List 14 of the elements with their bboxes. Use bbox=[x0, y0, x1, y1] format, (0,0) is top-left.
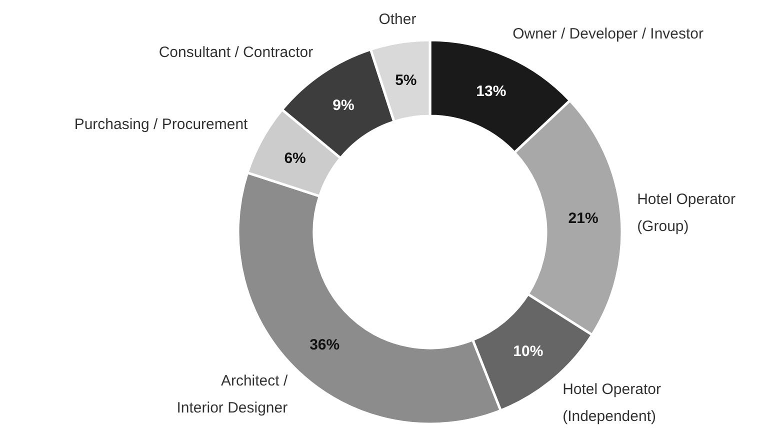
data-label: 13% bbox=[476, 82, 506, 100]
slice-label: Other bbox=[378, 10, 416, 28]
slice-label: Hotel Operator (Group) bbox=[637, 191, 736, 236]
slice-label: Owner / Developer / Investor bbox=[512, 25, 704, 42]
slice-label: Hotel Operator (Independent) bbox=[562, 381, 661, 426]
data-label: 6% bbox=[284, 150, 306, 168]
slice-label: Architect / Interior Designer bbox=[176, 372, 288, 416]
data-label: 10% bbox=[513, 342, 544, 360]
data-label: 36% bbox=[310, 336, 340, 354]
data-label: 9% bbox=[332, 96, 354, 114]
slice-label: Purchasing / Procurement bbox=[74, 116, 249, 134]
data-label: 5% bbox=[395, 72, 417, 90]
slice-label: Consultant / Contractor bbox=[158, 44, 314, 62]
data-label: 21% bbox=[568, 210, 598, 227]
